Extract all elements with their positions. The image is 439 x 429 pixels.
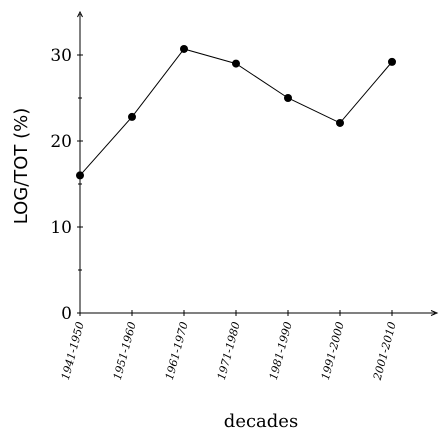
series-line [79,48,393,176]
x-axis-arrow [430,310,439,316]
y-axis-title: LOG/TOT (%) [11,108,32,225]
x-tick-label: 2001-2010 [371,320,399,382]
data-point [388,57,396,66]
axes [77,10,439,316]
x-tick-label: 1981-1990 [267,320,295,381]
data-point [336,118,344,127]
y-axis-arrow [77,10,83,18]
y-tick-label: 30 [50,46,72,66]
x-ticks: 1941-1950 1951-1960 1961-1970 1971-1980 1981… [59,310,399,382]
data-point [284,94,292,102]
data-point [232,59,240,68]
data-point [180,44,188,53]
data-point [128,112,136,121]
x-tick-label: 1991-2000 [319,320,347,381]
x-tick-label: 1951-1960 [111,320,139,381]
x-axis-title: decades [224,411,298,429]
series-group [76,44,396,180]
x-tick-label: 1961-1970 [163,320,191,381]
y-ticks: 0 10 20 30 [50,46,83,324]
x-tick-label: 1941-1950 [59,320,87,381]
x-tick-label: 1971-1980 [215,320,243,381]
y-tick-label: 20 [50,132,72,152]
y-tick-label: 0 [61,304,72,324]
y-tick-label: 10 [50,218,72,238]
data-point [76,171,84,180]
